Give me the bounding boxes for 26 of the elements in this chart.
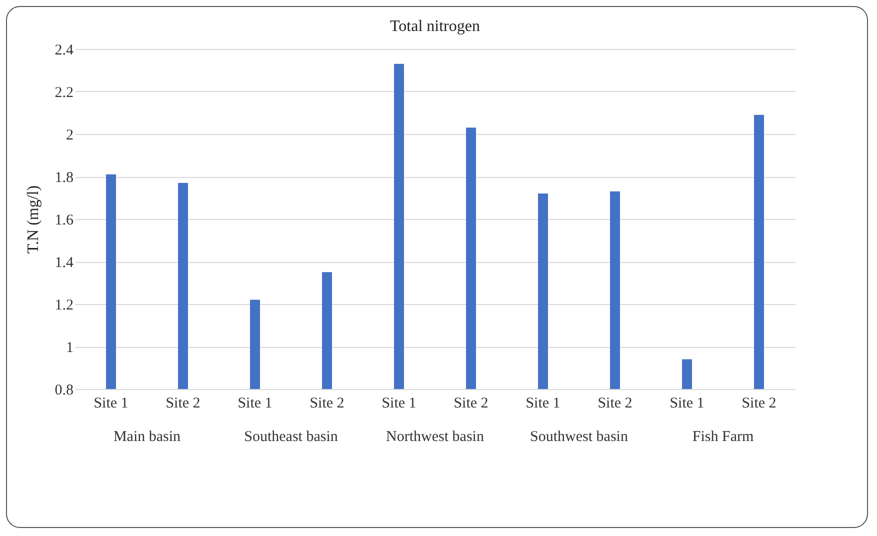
- x-tick-label: Site 1: [526, 396, 560, 412]
- text: Fish Farm: [692, 429, 754, 445]
- y-tick-label: 1.6: [54, 212, 74, 228]
- x-tick-label: Site 1: [670, 396, 704, 412]
- text: Northwest basin: [386, 429, 484, 445]
- y-tick-label: 1.2: [54, 298, 74, 314]
- y-tick-label: 1.8: [54, 170, 74, 186]
- y-tick-label: 2: [66, 128, 74, 144]
- x-tick-label: Site 1: [382, 396, 416, 412]
- y-tick-label: 2.2: [54, 85, 74, 101]
- y-axis-title: T.N (mg/l): [24, 185, 42, 254]
- y-tick-label: 0.8: [54, 382, 74, 398]
- y-tick-label: 1.4: [54, 255, 74, 271]
- x-tick-label: Site 2: [598, 396, 632, 412]
- x-tick-label: Site 2: [454, 396, 488, 412]
- text: Main basin: [113, 429, 182, 445]
- x-tick-label: Site 1: [94, 396, 128, 412]
- x-tick-label: Site 1: [238, 396, 272, 412]
- x-tick-label: Site 2: [166, 396, 200, 412]
- text: Southwest basin: [530, 429, 628, 445]
- text: Southeast basin: [244, 429, 338, 445]
- y-tick-label: 2.4: [54, 42, 74, 58]
- y-tick-label: 1: [66, 340, 74, 356]
- chart-title: Total nitrogen: [390, 18, 480, 35]
- x-tick-label: Site 2: [310, 396, 344, 412]
- x-tick-label: Site 2: [742, 396, 776, 412]
